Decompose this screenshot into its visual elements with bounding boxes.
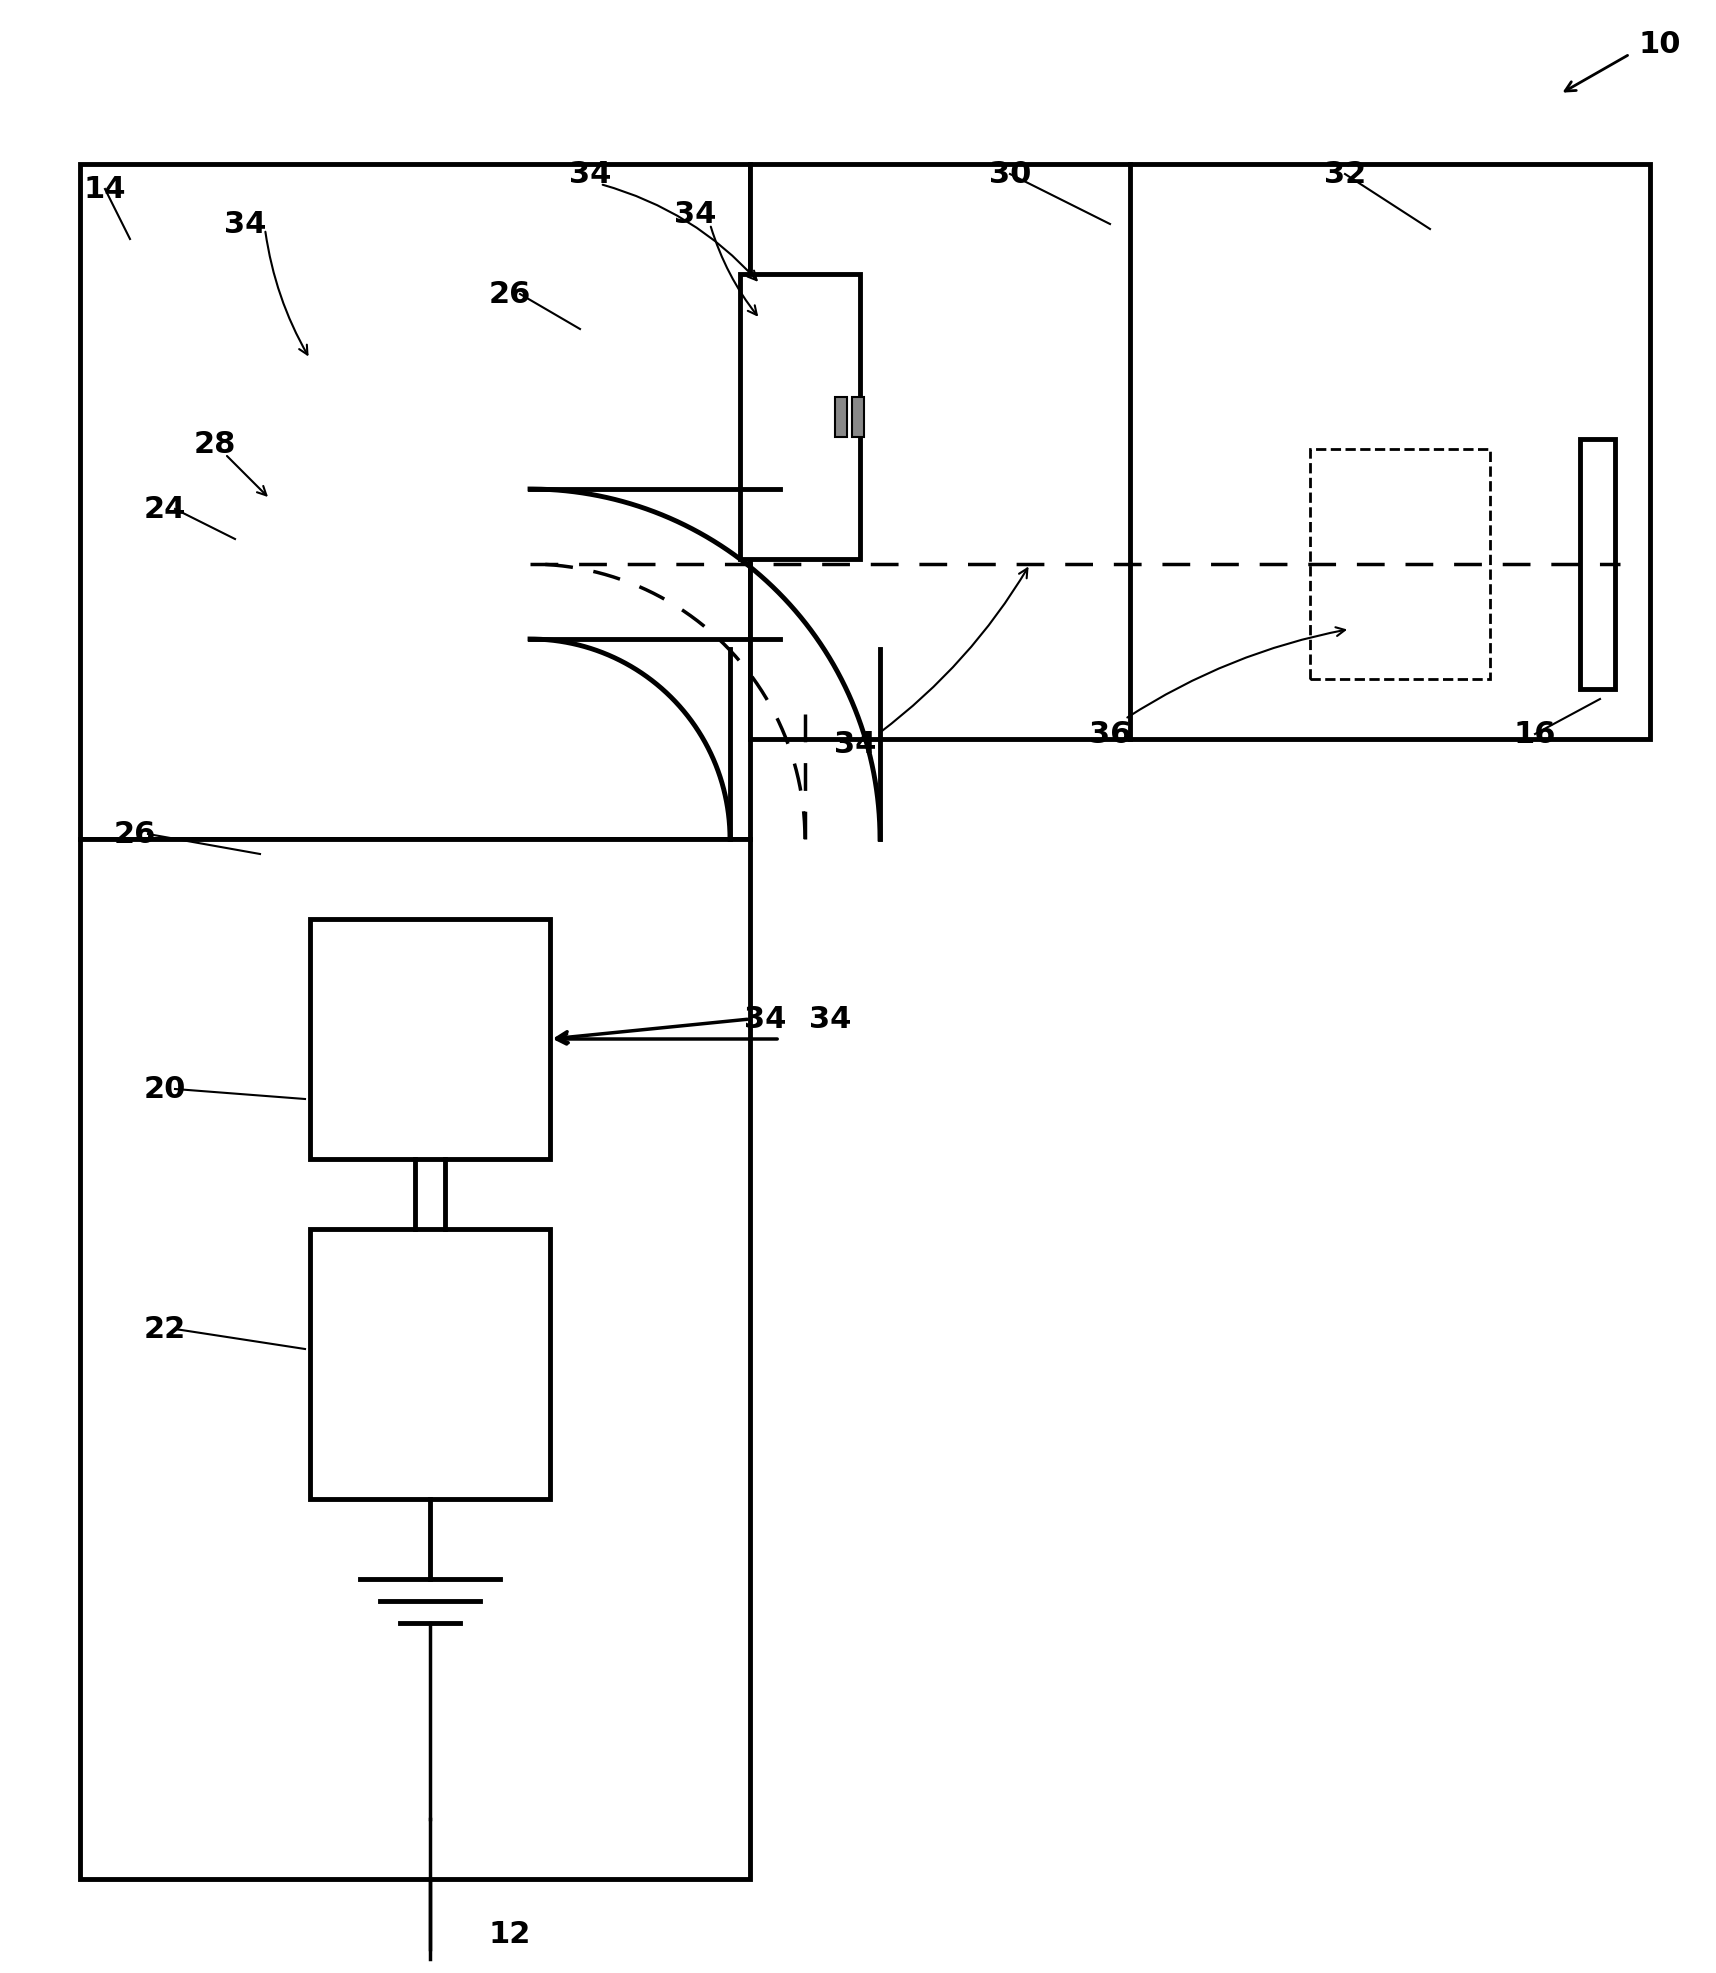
- Text: 22: 22: [144, 1314, 185, 1344]
- Text: 26: 26: [489, 280, 532, 310]
- Text: 16: 16: [1514, 720, 1556, 750]
- Text: 26: 26: [113, 821, 156, 848]
- Text: 34: 34: [834, 730, 877, 760]
- Text: 34: 34: [568, 160, 611, 189]
- Text: 14: 14: [84, 176, 127, 205]
- Bar: [836, 397, 848, 438]
- Text: 30: 30: [988, 160, 1031, 189]
- Bar: [311, 919, 551, 1160]
- Bar: [1309, 450, 1489, 679]
- Bar: [81, 840, 750, 1878]
- Bar: [81, 166, 750, 840]
- Text: 34: 34: [674, 201, 716, 229]
- Text: 36: 36: [1090, 720, 1131, 750]
- Text: 34: 34: [808, 1004, 851, 1034]
- Text: 24: 24: [144, 495, 187, 525]
- Text: 28: 28: [194, 430, 237, 460]
- Text: 32: 32: [1323, 160, 1366, 189]
- Bar: [740, 274, 860, 560]
- Text: 34: 34: [743, 1004, 786, 1034]
- Bar: [750, 166, 1651, 740]
- Text: 10: 10: [1639, 30, 1682, 59]
- Bar: [1580, 440, 1615, 691]
- Text: 20: 20: [144, 1075, 187, 1105]
- Text: 34: 34: [223, 211, 266, 239]
- Bar: [311, 1229, 551, 1499]
- Bar: [853, 397, 863, 438]
- Text: 12: 12: [489, 1920, 532, 1949]
